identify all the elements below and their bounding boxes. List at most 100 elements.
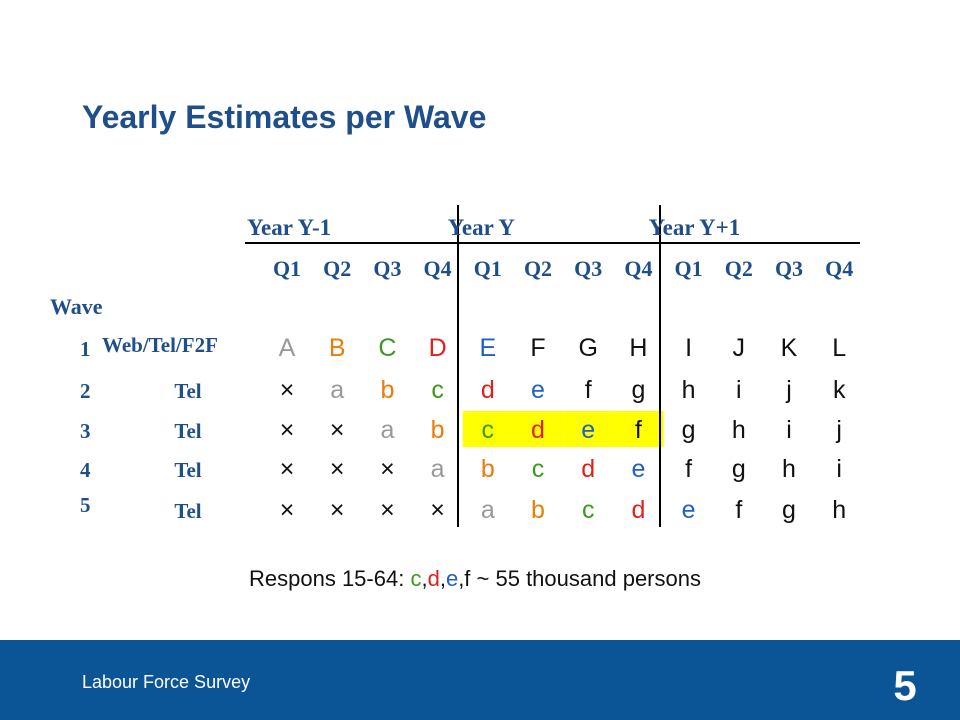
cell: b	[531, 496, 545, 524]
cell: d	[581, 455, 595, 483]
year-header: Year Y	[448, 215, 515, 240]
cell: b	[380, 376, 394, 404]
footer-bar	[0, 640, 960, 720]
cell: A	[279, 334, 296, 362]
wave-number: 2	[80, 379, 91, 403]
cell: e	[531, 376, 545, 404]
year-header: Year Y-1	[247, 215, 331, 240]
cell: g	[732, 455, 746, 483]
cell: e	[682, 496, 696, 524]
cell: j	[835, 416, 842, 444]
cell: h	[782, 455, 796, 483]
cell: K	[781, 334, 798, 362]
note: Respons 15-64: c,d,e,f ~ 55 thousand per…	[249, 566, 701, 591]
cell: ×	[280, 376, 295, 404]
quarter-header: Q2	[725, 256, 753, 281]
cell: ×	[330, 496, 345, 524]
cell: E	[479, 334, 496, 362]
page-number: 5	[893, 662, 916, 709]
quarter-header: Q2	[323, 256, 351, 281]
cell: i	[786, 416, 792, 444]
highlight	[563, 411, 614, 447]
cell: F	[530, 334, 545, 362]
cell: i	[836, 455, 842, 483]
cell: f	[685, 455, 692, 483]
quarter-header: Q1	[273, 256, 301, 281]
cell: d	[631, 496, 645, 524]
cell: ×	[280, 416, 295, 444]
cell: g	[782, 496, 796, 524]
cell: ×	[330, 455, 345, 483]
cell: c	[431, 376, 444, 404]
cell: a	[481, 496, 495, 524]
cell: a	[431, 455, 445, 483]
quarter-header: Q3	[775, 256, 803, 281]
quarter-header: Q4	[624, 256, 652, 281]
quarter-header: Q4	[424, 256, 452, 281]
year-header: Year Y+1	[649, 215, 741, 240]
cell: b	[481, 455, 495, 483]
cell: ×	[280, 455, 295, 483]
cell: ×	[380, 496, 395, 524]
cell: ×	[380, 455, 395, 483]
note-part: Respons 15-64:	[249, 566, 410, 591]
cell: ×	[280, 496, 295, 524]
cell: a	[380, 416, 394, 444]
cell: g	[682, 416, 696, 444]
note-part: ,	[440, 566, 446, 591]
quarter-header: Q3	[373, 256, 401, 281]
cell: c	[582, 496, 595, 524]
cell: C	[378, 334, 396, 362]
cell: d	[531, 416, 545, 444]
cell: f	[735, 496, 742, 524]
cell: k	[833, 376, 846, 404]
cell: d	[481, 376, 495, 404]
footer-text: Labour Force Survey	[82, 672, 250, 692]
quarter-header: Q1	[474, 256, 502, 281]
highlight	[513, 411, 564, 447]
quarter-header: Q2	[524, 256, 552, 281]
cell: h	[832, 496, 846, 524]
cell: h	[732, 416, 746, 444]
quarter-header: Q1	[675, 256, 703, 281]
cell: c	[532, 455, 545, 483]
cell: J	[733, 334, 746, 362]
cell: e	[631, 455, 645, 483]
highlight	[462, 411, 513, 447]
note-part: ,	[421, 566, 427, 591]
cell: G	[578, 334, 597, 362]
cell: j	[785, 376, 792, 404]
cell: b	[431, 416, 445, 444]
cell: a	[330, 376, 344, 404]
quarter-header: Q4	[825, 256, 853, 281]
cell: i	[736, 376, 742, 404]
mode: Web/Tel/F2F	[102, 333, 218, 357]
cell: B	[329, 334, 346, 362]
cell: H	[629, 334, 647, 362]
cell: I	[685, 334, 692, 362]
note-part: ,f ~ 55 thousand persons	[458, 566, 701, 591]
slide-title: Yearly Estimates per Wave	[82, 99, 486, 135]
wave-number: 3	[80, 419, 91, 443]
cell: ×	[330, 416, 345, 444]
cell: L	[832, 334, 846, 362]
wave-number: 4	[80, 458, 91, 482]
mode: Tel	[174, 499, 201, 523]
cell: g	[631, 376, 645, 404]
quarter-header: Q3	[574, 256, 602, 281]
note-part: c	[410, 566, 421, 591]
cell: ×	[430, 496, 445, 524]
cell: f	[635, 416, 642, 444]
mode: Tel	[174, 419, 201, 443]
highlight	[613, 411, 664, 447]
wave-number: 1	[80, 337, 91, 361]
mode: Tel	[174, 458, 201, 482]
wave-heading: Wave	[50, 294, 103, 319]
wave-number: 5	[80, 493, 91, 517]
cell: e	[581, 416, 595, 444]
note-part: e	[446, 566, 458, 591]
mode: Tel	[174, 379, 201, 403]
cell: c	[482, 416, 495, 444]
cell: h	[682, 376, 696, 404]
